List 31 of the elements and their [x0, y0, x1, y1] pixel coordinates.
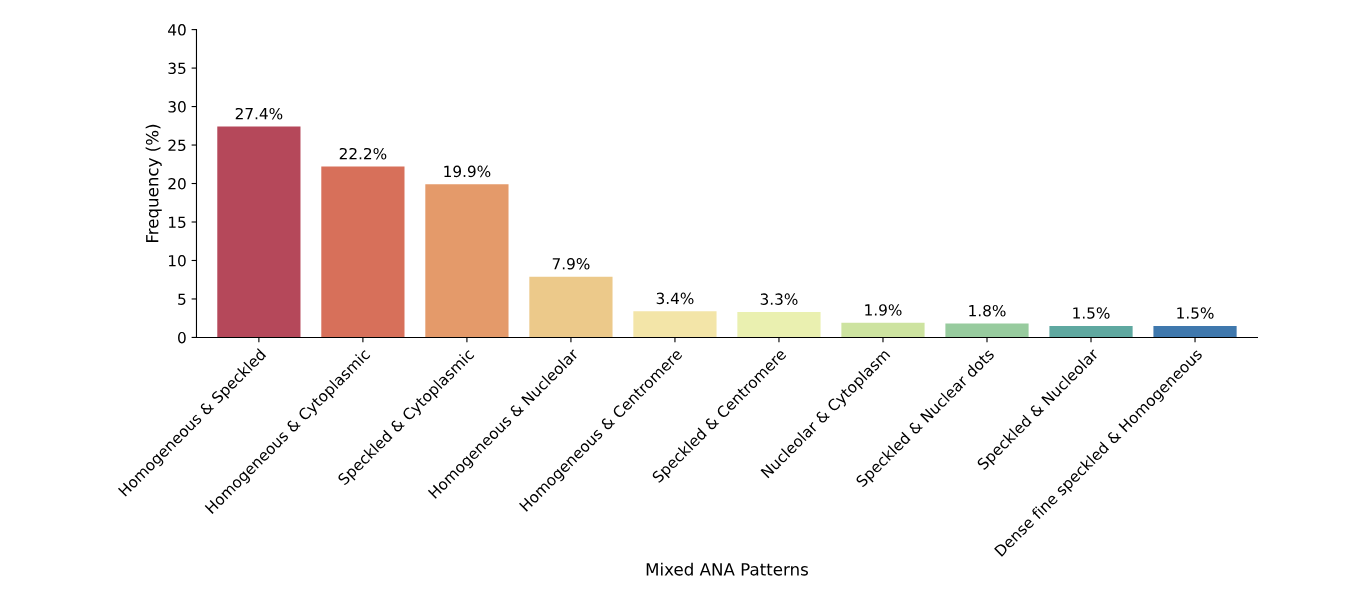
data-label: 3.4%: [656, 292, 694, 305]
bar: [529, 276, 613, 338]
data-label: 27.4%: [235, 107, 283, 120]
bar: [321, 166, 405, 338]
data-label: 19.9%: [444, 165, 491, 178]
bar: [737, 312, 821, 338]
y-tick-label: 10: [168, 254, 186, 267]
bar: [945, 323, 1029, 338]
data-label: 3.3%: [760, 293, 798, 305]
data-label: 1.5%: [1177, 307, 1214, 319]
y-tick-label: 20: [168, 177, 186, 190]
y-tick-label: 5: [178, 293, 186, 305]
data-label: 1.9%: [865, 304, 902, 316]
bar: [633, 311, 717, 338]
y-tick-label: 30: [168, 101, 186, 113]
y-tick-label: 40: [168, 24, 186, 36]
data-label: 22.2%: [339, 147, 387, 160]
bar: [425, 184, 509, 338]
y-axis-title: Frequency (%): [145, 124, 162, 242]
y-tick-label: 15: [168, 216, 186, 229]
bar: [1153, 325, 1237, 338]
y-tick-label: 35: [168, 62, 186, 75]
bar: [841, 322, 925, 338]
x-axis-title: Mixed ANA Patterns: [646, 562, 808, 576]
y-tick-label: 0: [178, 331, 186, 344]
bar: [217, 126, 301, 338]
data-label: 1.5%: [1073, 307, 1110, 319]
data-label: 7.9%: [552, 257, 590, 270]
data-label: 1.8%: [969, 304, 1006, 317]
y-tick-label: 25: [168, 139, 186, 152]
bar: [1049, 325, 1133, 338]
